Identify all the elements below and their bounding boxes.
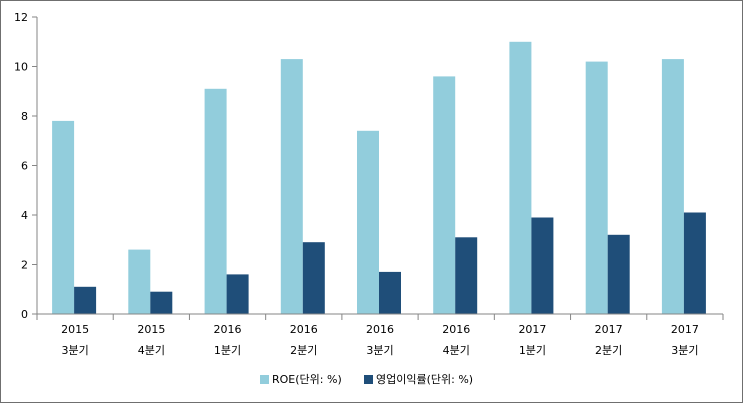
- bar-roe: [585, 61, 608, 314]
- x-category-quarter-label: 1분기: [214, 344, 241, 357]
- bar-roe: [433, 76, 456, 315]
- x-category-year-label: 2017: [595, 323, 623, 336]
- y-tick-label: 2: [21, 259, 28, 272]
- bar-roe: [661, 59, 684, 314]
- bar-roe: [357, 130, 379, 314]
- bar-roe: [52, 120, 75, 315]
- legend-label: 영업이익률(단위: %): [376, 373, 473, 386]
- legend: ROE(단위: %) 영업이익률(단위: %): [260, 373, 473, 386]
- x-category-year-label: 2015: [137, 323, 165, 336]
- x-category-year-label: 2015: [61, 323, 89, 336]
- bar-roe: [128, 249, 151, 314]
- bar-roe: [280, 59, 303, 314]
- x-category-year-label: 2016: [366, 323, 394, 336]
- x-category-quarter-label: 4분기: [443, 344, 470, 357]
- bar-operating-margin: [226, 274, 249, 314]
- legend-swatch: [260, 375, 269, 384]
- bar-operating-margin: [455, 237, 478, 314]
- bars: [52, 41, 706, 315]
- y-axis: 0 2 4 6 8 10 12: [14, 11, 38, 321]
- x-axis: 2015 3분기 2015 4분기 2016 1분기 2016 2분기 2016 3분기 2016 4…: [36, 313, 724, 357]
- bar-roe: [204, 88, 227, 314]
- x-category-year-label: 2016: [442, 323, 470, 336]
- x-category-quarter-label: 3분기: [366, 344, 393, 357]
- bar-operating-margin: [683, 212, 706, 314]
- x-category-quarter-label: 4분기: [138, 344, 165, 357]
- bar-roe: [509, 41, 532, 315]
- legend-label: ROE(단위: %): [272, 373, 342, 386]
- x-category-year-label: 2017: [518, 323, 546, 336]
- bar-operating-margin: [150, 291, 173, 314]
- bar-operating-margin: [302, 242, 325, 314]
- x-category-year-label: 2016: [290, 323, 318, 336]
- bar-operating-margin: [379, 271, 401, 314]
- bar-operating-margin: [607, 234, 630, 314]
- x-category-quarter-label: 2분기: [290, 344, 317, 357]
- y-tick-label: 4: [21, 209, 28, 222]
- x-category-year-label: 2017: [671, 323, 699, 336]
- legend-swatch: [364, 375, 373, 384]
- x-category-quarter-label: 1분기: [519, 344, 546, 357]
- bar-operating-margin: [531, 217, 554, 314]
- x-category-year-label: 2016: [214, 323, 242, 336]
- y-tick-label: 10: [14, 61, 28, 74]
- x-category-quarter-label: 2분기: [595, 344, 622, 357]
- y-tick-label: 0: [21, 308, 28, 321]
- y-tick-label: 8: [21, 110, 28, 123]
- x-category-quarter-label: 3분기: [671, 344, 698, 357]
- y-tick-label: 12: [14, 11, 28, 24]
- bar-operating-margin: [74, 286, 97, 314]
- x-category-quarter-label: 3분기: [61, 344, 88, 357]
- y-tick-label: 6: [21, 160, 28, 173]
